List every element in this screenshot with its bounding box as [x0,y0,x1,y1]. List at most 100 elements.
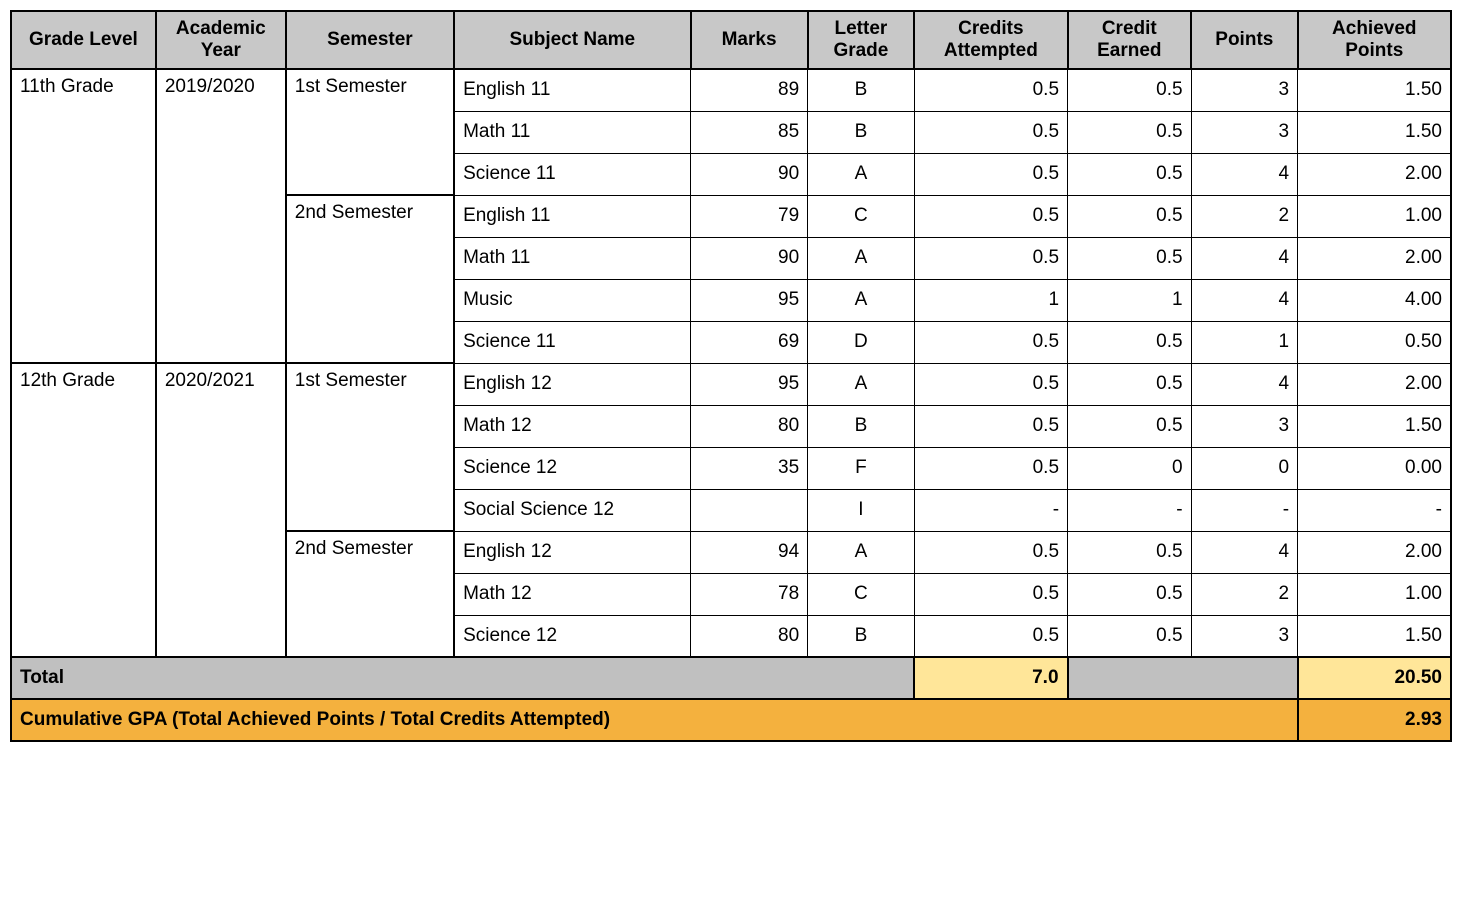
total-label: Total [11,657,914,699]
subject-cell: Science 11 [454,153,690,195]
col-achieved-points: Achieved Points [1298,11,1451,69]
semester-cell: 2nd Semester [286,531,454,657]
subject-cell: Math 12 [454,405,690,447]
credits-attempted-cell: 0.5 [914,69,1067,111]
table-row: 11th Grade2019/20201st SemesterEnglish 1… [11,69,1451,111]
marks-cell: 95 [691,363,808,405]
subject-cell: Math 12 [454,573,690,615]
transcript-table: Grade Level Academic Year Semester Subje… [10,10,1452,742]
achieved-points-cell: 1.00 [1298,195,1451,237]
points-cell: 2 [1191,195,1298,237]
gpa-row: Cumulative GPA (Total Achieved Points / … [11,699,1451,741]
subject-cell: Social Science 12 [454,489,690,531]
credit-earned-cell: 0.5 [1068,195,1192,237]
marks-cell: 90 [691,237,808,279]
subject-cell: English 12 [454,363,690,405]
subject-cell: Math 11 [454,237,690,279]
subject-cell: English 12 [454,531,690,573]
semester-cell: 1st Semester [286,363,454,531]
table-row: 12th Grade2020/20211st SemesterEnglish 1… [11,363,1451,405]
credit-earned-cell: 0.5 [1068,69,1192,111]
letter-grade-cell: F [808,447,915,489]
achieved-points-cell: 0.00 [1298,447,1451,489]
col-academic-year: Academic Year [156,11,286,69]
achieved-points-cell: 1.00 [1298,573,1451,615]
header-row: Grade Level Academic Year Semester Subje… [11,11,1451,69]
credits-attempted-cell: 1 [914,279,1067,321]
marks-cell: 90 [691,153,808,195]
col-semester: Semester [286,11,454,69]
total-row: Total 7.0 20.50 [11,657,1451,699]
col-marks: Marks [691,11,808,69]
points-cell: 0 [1191,447,1298,489]
letter-grade-cell: B [808,615,915,657]
semester-cell: 1st Semester [286,69,454,195]
subject-cell: Math 11 [454,111,690,153]
points-cell: 2 [1191,573,1298,615]
marks-cell: 85 [691,111,808,153]
credit-earned-cell: 0 [1068,447,1192,489]
col-credit-earned: Credit Earned [1068,11,1192,69]
letter-grade-cell: I [808,489,915,531]
col-points: Points [1191,11,1298,69]
letter-grade-cell: B [808,69,915,111]
subject-cell: Science 11 [454,321,690,363]
points-cell: 4 [1191,279,1298,321]
points-cell: 4 [1191,237,1298,279]
credits-attempted-cell: 0.5 [914,237,1067,279]
letter-grade-cell: C [808,195,915,237]
credit-earned-cell: 0.5 [1068,363,1192,405]
marks-cell: 35 [691,447,808,489]
credit-earned-cell: 0.5 [1068,321,1192,363]
total-credits-attempted: 7.0 [914,657,1067,699]
marks-cell: 95 [691,279,808,321]
marks-cell: 89 [691,69,808,111]
achieved-points-cell: 2.00 [1298,531,1451,573]
grade-level-cell: 12th Grade [11,363,156,657]
col-grade-level: Grade Level [11,11,156,69]
credits-attempted-cell: 0.5 [914,321,1067,363]
letter-grade-cell: B [808,405,915,447]
credits-attempted-cell: 0.5 [914,405,1067,447]
achieved-points-cell: 2.00 [1298,237,1451,279]
letter-grade-cell: C [808,573,915,615]
marks-cell: 78 [691,573,808,615]
credits-attempted-cell: 0.5 [914,195,1067,237]
marks-cell: 69 [691,321,808,363]
subject-cell: Science 12 [454,447,690,489]
achieved-points-cell: - [1298,489,1451,531]
subject-cell: English 11 [454,195,690,237]
col-credits-attempted: Credits Attempted [914,11,1067,69]
semester-cell: 2nd Semester [286,195,454,363]
letter-grade-cell: D [808,321,915,363]
gpa-label: Cumulative GPA (Total Achieved Points / … [11,699,1298,741]
points-cell: 4 [1191,531,1298,573]
credits-attempted-cell: 0.5 [914,447,1067,489]
points-cell: 3 [1191,69,1298,111]
credits-attempted-cell: - [914,489,1067,531]
total-blank [1068,657,1298,699]
total-achieved-points: 20.50 [1298,657,1451,699]
credit-earned-cell: 0.5 [1068,405,1192,447]
points-cell: 3 [1191,111,1298,153]
credit-earned-cell: 0.5 [1068,573,1192,615]
grade-level-cell: 11th Grade [11,69,156,363]
credit-earned-cell: 1 [1068,279,1192,321]
gpa-value: 2.93 [1298,699,1451,741]
marks-cell: 80 [691,615,808,657]
credits-attempted-cell: 0.5 [914,153,1067,195]
credits-attempted-cell: 0.5 [914,615,1067,657]
subject-cell: Music [454,279,690,321]
points-cell: 4 [1191,363,1298,405]
marks-cell: 79 [691,195,808,237]
credits-attempted-cell: 0.5 [914,111,1067,153]
credit-earned-cell: 0.5 [1068,153,1192,195]
points-cell: 4 [1191,153,1298,195]
transcript-body: 11th Grade2019/20201st SemesterEnglish 1… [11,69,1451,657]
credits-attempted-cell: 0.5 [914,531,1067,573]
col-letter-grade: Letter Grade [808,11,915,69]
achieved-points-cell: 4.00 [1298,279,1451,321]
academic-year-cell: 2020/2021 [156,363,286,657]
achieved-points-cell: 2.00 [1298,363,1451,405]
points-cell: 3 [1191,615,1298,657]
